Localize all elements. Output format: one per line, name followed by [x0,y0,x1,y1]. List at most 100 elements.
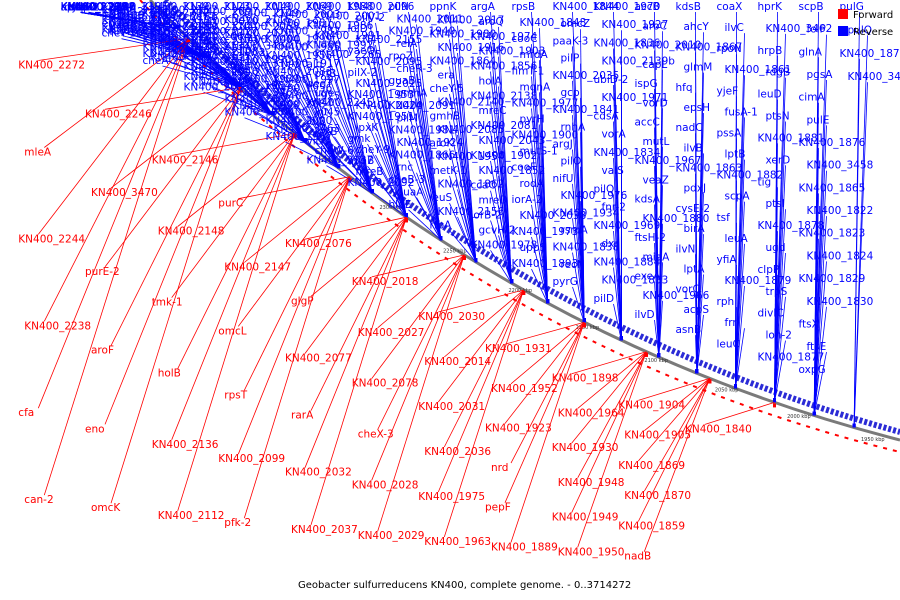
reverse-gene-label[interactable]: KN400_2159 [110,23,177,35]
reverse-gene-label[interactable]: KN400_2061 [184,61,251,73]
reverse-gene-label[interactable]: KN400_1978 [471,239,538,251]
reverse-gene-label[interactable]: accC [635,117,660,129]
reverse-gene-label[interactable]: KN400_1880 [643,213,710,225]
reverse-gene-label[interactable]: KN400_2223 [102,4,169,16]
reverse-gene-label[interactable]: KN400_2162 [110,26,177,38]
reverse-gene-label[interactable]: KN400_2139b [602,56,676,68]
reverse-gene-label[interactable]: KN400_1966 [643,290,710,302]
reverse-gene-label[interactable]: KN400_2046 [192,66,259,78]
forward-gene-label[interactable]: KN400_1870 [624,490,691,502]
reverse-gene-label[interactable]: KN400_2063 [225,93,292,105]
reverse-gene-label[interactable]: KN400_2083 [266,66,333,78]
reverse-gene-label[interactable]: pilX-2 [348,67,378,79]
reverse-gene-label[interactable]: KN400_2035 [553,70,620,82]
reverse-gene-label[interactable]: KN400_1824 [807,250,874,262]
reverse-gene-label[interactable]: fimT-1 [512,65,545,77]
reverse-gene-label[interactable]: engA [102,18,130,30]
forward-gene-label[interactable]: KN400_1948 [558,477,625,489]
reverse-gene-label[interactable]: pssA [717,128,743,140]
reverse-gene-label[interactable]: kdsA [635,194,661,206]
reverse-gene-label[interactable]: KN400_2218 [61,2,128,14]
reverse-gene-label[interactable]: KN400_1967 [635,155,702,167]
reverse-gene-label[interactable]: KN400_3467 [110,16,177,28]
reverse-gene-label[interactable]: KN400_1970 [594,1,661,13]
reverse-gene-label[interactable]: hldE [389,199,412,211]
reverse-gene-label[interactable]: aplC [61,2,84,14]
reverse-gene-label[interactable]: KN400_1973 [512,226,579,238]
reverse-gene-label[interactable]: KN400_2188 [102,8,169,20]
forward-gene-label[interactable]: rarA [291,410,314,422]
reverse-gene-label[interactable]: leuD [758,89,782,101]
reverse-gene-label[interactable]: scpA [725,191,751,203]
reverse-gene-label[interactable]: KN400_2192 [151,25,218,37]
reverse-gene-label[interactable]: vorC [676,284,700,296]
reverse-gene-label[interactable]: leuC [717,338,740,350]
reverse-gene-label[interactable]: mqnA [520,81,552,93]
forward-gene-label[interactable]: holB [158,368,181,380]
reverse-gene-label[interactable]: cheR-3 [397,63,433,75]
reverse-gene-label[interactable]: KN400_1992 [307,39,374,51]
reverse-gene-label[interactable]: pulE [807,114,830,126]
reverse-gene-label[interactable]: KN400_2011 [397,13,464,25]
reverse-gene-label[interactable]: hfq [676,82,693,94]
reverse-gene-label[interactable]: cheA-2 [143,55,179,67]
reverse-gene-label[interactable]: glnA [799,46,823,58]
reverse-gene-label[interactable]: argJ [553,139,573,151]
reverse-gene-label[interactable]: argA [471,1,496,13]
reverse-gene-label[interactable]: ftsE [807,341,827,353]
reverse-gene-label[interactable]: ptsI [766,198,785,210]
reverse-gene-label[interactable]: KN400_3466 [143,28,210,40]
reverse-gene-label[interactable]: KN400_1833 [602,275,669,287]
reverse-gene-label[interactable]: KN400_1980 [430,28,497,40]
reverse-gene-label[interactable]: KN400_1856 [471,61,538,73]
reverse-gene-label[interactable]: accB [635,1,660,13]
reverse-gene-label[interactable]: KN400_2017 [438,15,505,27]
reverse-gene-label[interactable]: oxpG [799,364,826,376]
reverse-gene-label[interactable]: pilQ [594,184,615,196]
reverse-gene-label[interactable]: aroQ [479,16,504,28]
reverse-gene-label[interactable]: KN400_1974 [471,31,538,43]
reverse-gene-label[interactable]: KN400_3464 [225,41,292,53]
reverse-gene-label[interactable]: lon-2 [766,330,792,342]
reverse-gene-label[interactable]: cooF [512,162,537,174]
reverse-gene-label[interactable]: KN400_1988 [307,1,374,13]
reverse-gene-label[interactable]: lptA [684,264,706,276]
reverse-gene-label[interactable]: cheY-6 [184,11,219,23]
reverse-gene-label[interactable]: guaA [397,186,425,198]
reverse-gene-label[interactable]: KN400_1865 [799,182,866,194]
reverse-gene-label[interactable]: KN400_1834 [594,147,661,159]
reverse-gene-label[interactable]: cooC [512,33,538,45]
forward-gene-label[interactable]: KN400_2146 [152,154,219,166]
reverse-gene-label[interactable]: recN [561,259,585,271]
reverse-gene-label[interactable]: KN400_1954 [438,151,505,163]
reverse-gene-label[interactable]: miaA [643,251,671,263]
reverse-gene-label[interactable]: KN400_2149 [233,8,300,20]
reverse-gene-label[interactable]: KN400_1822 [807,205,874,217]
reverse-gene-label[interactable]: KN400_1955 [266,50,333,62]
reverse-gene-label[interactable]: leuS [430,192,453,204]
reverse-gene-label[interactable]: ptsN [766,111,790,123]
reverse-gene-label[interactable]: lpxD [102,11,126,23]
reverse-gene-label[interactable]: KN400_2143 [151,18,218,30]
reverse-gene-label[interactable]: KN400_2094 [151,52,218,64]
forward-gene-label[interactable]: KN400_1975 [418,491,485,503]
forward-gene-label[interactable]: eno [85,423,105,435]
forward-gene-label[interactable]: omcL [218,325,246,337]
reverse-gene-label[interactable]: KN400_2202 [143,8,210,20]
reverse-gene-label[interactable]: KN400_2043 [479,135,546,147]
reverse-gene-label[interactable]: pilV-2 [356,12,386,24]
forward-gene-label[interactable]: KN400_1859 [618,521,685,533]
reverse-gene-label[interactable]: KN400_2189 [110,13,177,25]
reverse-gene-label[interactable]: KN400_3463 [274,123,341,135]
reverse-gene-label[interactable]: pyrG [553,276,578,288]
reverse-gene-label[interactable]: KN400_2190 [102,21,169,33]
reverse-gene-label[interactable]: KN400_1884 [594,257,661,269]
reverse-gene-label[interactable]: ahcY [684,21,710,33]
forward-gene-label[interactable]: KN400_1923 [485,423,552,435]
reverse-gene-label[interactable]: degT [307,78,334,90]
forward-gene-label[interactable]: cfa [18,407,34,419]
reverse-gene-label[interactable]: KN400_2096 [348,1,415,13]
reverse-gene-label[interactable]: lnt [315,107,329,119]
reverse-gene-label[interactable]: cheY-5 [430,83,465,95]
reverse-gene-label[interactable]: rsmA [561,224,589,236]
